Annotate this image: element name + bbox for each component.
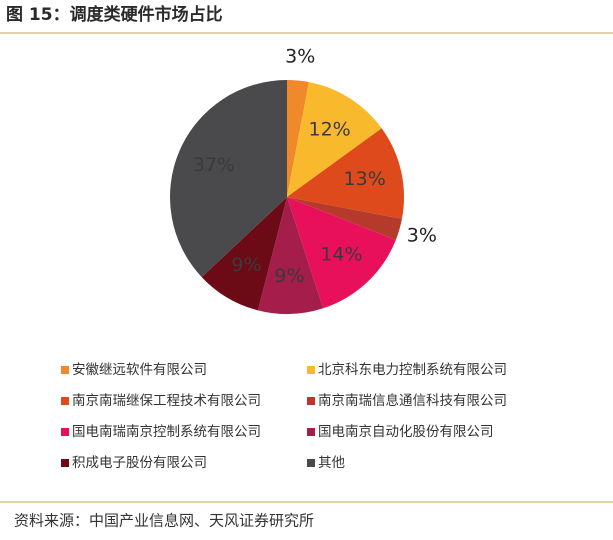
data-label: 3% [285, 46, 315, 68]
legend-swatch [307, 397, 315, 405]
legend-swatch [307, 366, 315, 374]
legend-swatch [307, 428, 315, 436]
data-label: 13% [344, 168, 386, 190]
data-label: 9% [231, 254, 261, 276]
legend-label: 安徽继远软件有限公司 [72, 362, 207, 378]
data-label: 37% [193, 154, 235, 176]
pie-slice [170, 79, 287, 278]
legend-label: 南京南瑞继保工程技术有限公司 [72, 393, 261, 409]
pie-slice [287, 197, 396, 309]
legend-swatch [61, 397, 69, 405]
legend-label: 积成电子股份有限公司 [72, 455, 207, 471]
legend-label: 其他 [318, 455, 345, 471]
legend-swatch [61, 366, 69, 374]
chart-title: 图 15：调度类硬件市场占比 [6, 4, 223, 25]
source-note: 资料来源：中国产业信息网、天风证券研究所 [14, 512, 314, 530]
pie-slice [287, 197, 402, 241]
data-label: 12% [309, 118, 351, 140]
legend-swatch [307, 459, 315, 467]
pie-slice [287, 128, 404, 219]
data-label: 14% [320, 243, 362, 265]
pie-slice [201, 197, 287, 311]
legend-label: 国电南京自动化股份有限公司 [318, 424, 494, 440]
legend-label: 国电南瑞南京控制系统有限公司 [72, 424, 261, 440]
legend-label: 北京科东电力控制系统有限公司 [318, 362, 507, 378]
pie-slice [287, 82, 382, 197]
legend-swatch [61, 428, 69, 436]
legend-swatch [61, 459, 69, 467]
data-label: 9% [274, 265, 304, 287]
data-label: 3% [407, 225, 437, 247]
legend-label: 南京南瑞信息通信科技有限公司 [318, 392, 507, 409]
pie-slice [287, 80, 309, 197]
pie-slice [257, 197, 324, 314]
